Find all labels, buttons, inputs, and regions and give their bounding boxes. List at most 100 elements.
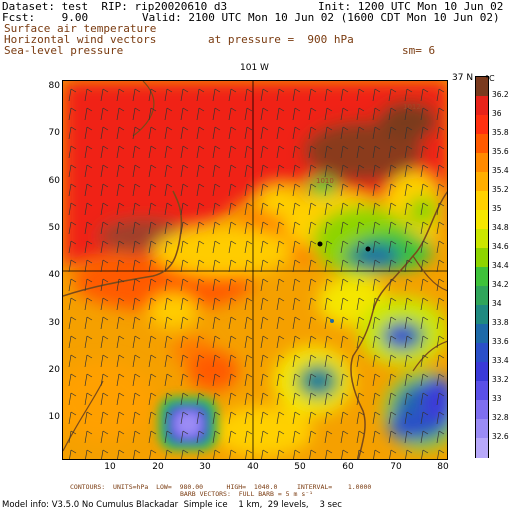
wind-barb — [372, 88, 381, 102]
wind-barb — [244, 316, 253, 330]
wind-barb — [436, 354, 445, 368]
wind-barb — [196, 183, 205, 197]
wind-barb — [228, 164, 237, 178]
wind-barb — [388, 88, 397, 102]
wind-barb — [180, 278, 189, 292]
wind-barb — [68, 240, 77, 254]
wind-barb — [276, 297, 285, 311]
wind-barb — [341, 449, 349, 459]
wind-barb — [388, 430, 397, 444]
wind-barb — [404, 335, 413, 349]
wind-barb — [84, 278, 93, 292]
wind-barb — [260, 202, 269, 216]
model-info: Model info: V3.5.0 No Cumulus Blackadar … — [2, 500, 342, 510]
wind-barb — [244, 278, 253, 292]
wind-barb — [372, 202, 381, 216]
wind-barb — [164, 107, 173, 121]
wind-barb — [436, 88, 445, 102]
wind-barb — [276, 373, 285, 387]
river-line — [132, 81, 155, 137]
wind-barb — [84, 411, 93, 425]
wind-barb — [100, 373, 109, 387]
y-tick-label: 70 — [48, 128, 60, 138]
wind-barb — [148, 164, 157, 178]
colorbar-segment — [476, 191, 488, 211]
wind-barb — [308, 221, 317, 235]
wind-barb — [420, 202, 429, 216]
temperature-map: 1012 1010 — [62, 80, 448, 460]
wind-barb — [100, 164, 109, 178]
wind-barb — [388, 354, 397, 368]
wind-barb — [292, 354, 301, 368]
wind-barb — [132, 278, 141, 292]
wind-barb — [116, 297, 125, 311]
wind-barb — [404, 430, 413, 444]
wind-barb — [292, 411, 301, 425]
wind-barb — [196, 354, 205, 368]
wind-barb — [148, 240, 157, 254]
colorbar-label: 36.2 — [492, 90, 509, 99]
wind-barb — [388, 202, 397, 216]
wind-barb — [164, 145, 173, 159]
wind-barb — [68, 430, 77, 444]
wind-barb — [309, 449, 317, 459]
wind-barb — [324, 278, 333, 292]
wind-barb — [180, 202, 189, 216]
wind-barb — [100, 392, 109, 406]
wind-barb — [68, 297, 77, 311]
wind-barb — [100, 316, 109, 330]
wind-barb — [68, 354, 77, 368]
wind-barb — [436, 221, 445, 235]
wind-barb — [340, 354, 349, 368]
colorbar-segment — [476, 134, 488, 154]
wind-barb — [372, 126, 381, 140]
wind-barb — [84, 164, 93, 178]
y-tick-label: 20 — [48, 365, 60, 375]
wind-barb — [228, 107, 237, 121]
wind-barb — [212, 259, 221, 273]
wind-barb — [372, 411, 381, 425]
wind-barb — [196, 316, 205, 330]
wind-barb — [100, 430, 109, 444]
forecast-hour-label: Fcst: 9.00 — [2, 11, 89, 24]
wind-barb — [180, 107, 189, 121]
wind-barb — [228, 202, 237, 216]
wind-barb — [260, 335, 269, 349]
wind-barb — [132, 164, 141, 178]
wind-barb — [436, 107, 445, 121]
wind-barb — [181, 449, 189, 459]
x-tick-label: 50 — [294, 462, 306, 472]
wind-barb — [404, 164, 413, 178]
wind-barb — [196, 392, 205, 406]
wind-barb — [292, 145, 301, 159]
wind-barb — [420, 259, 429, 273]
wind-barb — [148, 316, 157, 330]
wind-barb — [436, 183, 445, 197]
wind-barb — [340, 107, 349, 121]
wind-barb — [148, 335, 157, 349]
wind-barb — [212, 392, 221, 406]
wind-barb — [100, 202, 109, 216]
wind-barb — [132, 411, 141, 425]
wind-barb — [228, 297, 237, 311]
pressure-contour-label: 1010 — [316, 177, 334, 185]
wind-barb — [228, 183, 237, 197]
wind-barb — [388, 316, 397, 330]
wind-barb — [308, 240, 317, 254]
colorbar-segment — [476, 419, 488, 439]
wind-barb — [196, 88, 205, 102]
wind-barb — [276, 392, 285, 406]
colorbar-label: 35.2 — [492, 185, 509, 194]
colorbar-label: 33.6 — [492, 337, 509, 346]
wind-barb — [388, 221, 397, 235]
wind-barb — [260, 240, 269, 254]
wind-barb — [340, 411, 349, 425]
wind-barb — [404, 297, 413, 311]
wind-barb — [356, 392, 365, 406]
wind-barb — [133, 449, 141, 459]
wind-barb — [356, 164, 365, 178]
colorbar-segment — [476, 362, 488, 382]
wind-barb — [100, 354, 109, 368]
wind-barb — [244, 392, 253, 406]
river-line — [350, 191, 447, 459]
